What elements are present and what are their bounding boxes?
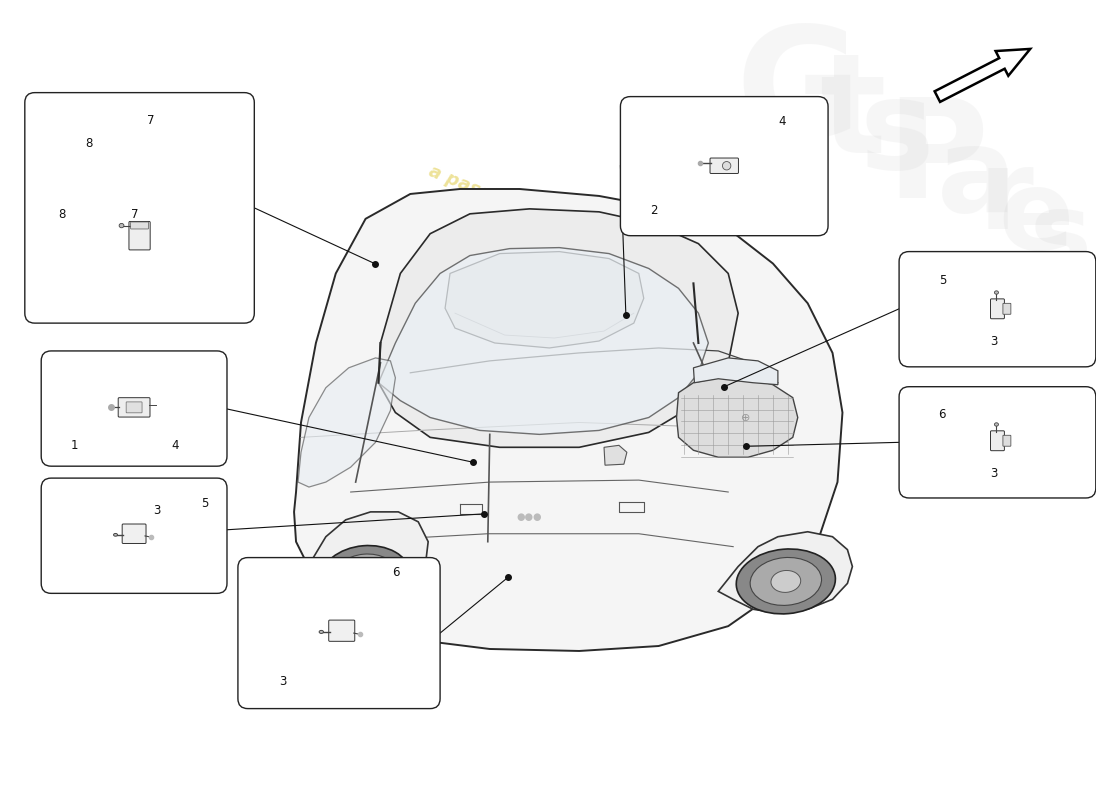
Polygon shape — [298, 358, 395, 487]
Polygon shape — [718, 532, 852, 614]
Ellipse shape — [750, 558, 822, 606]
FancyBboxPatch shape — [41, 478, 227, 594]
FancyBboxPatch shape — [238, 558, 440, 709]
Text: 4: 4 — [779, 115, 786, 128]
Text: 8: 8 — [58, 208, 65, 222]
Text: t: t — [820, 47, 886, 182]
Ellipse shape — [723, 162, 730, 170]
Ellipse shape — [333, 554, 398, 599]
Polygon shape — [676, 378, 798, 458]
Ellipse shape — [119, 223, 124, 228]
FancyBboxPatch shape — [990, 299, 1004, 318]
Polygon shape — [604, 446, 627, 465]
Ellipse shape — [352, 566, 379, 586]
Text: ⊕: ⊕ — [741, 414, 751, 423]
Text: a passion for parts since 1985: a passion for parts since 1985 — [426, 162, 716, 294]
Ellipse shape — [321, 546, 410, 607]
Text: s: s — [1030, 188, 1092, 289]
FancyBboxPatch shape — [122, 524, 146, 543]
Ellipse shape — [736, 549, 835, 614]
FancyBboxPatch shape — [899, 251, 1096, 367]
FancyBboxPatch shape — [1003, 435, 1011, 446]
Text: 5: 5 — [201, 497, 208, 510]
Polygon shape — [693, 358, 778, 385]
FancyBboxPatch shape — [899, 386, 1096, 498]
Text: 6: 6 — [392, 566, 399, 579]
Polygon shape — [301, 512, 428, 608]
Ellipse shape — [994, 422, 999, 426]
Text: 7: 7 — [131, 208, 139, 222]
FancyBboxPatch shape — [329, 620, 355, 642]
Text: e: e — [999, 166, 1074, 272]
FancyBboxPatch shape — [126, 402, 142, 413]
Text: ●●●: ●●● — [517, 512, 542, 522]
Text: 7: 7 — [147, 114, 155, 126]
Text: 1: 1 — [70, 439, 78, 452]
Text: 3: 3 — [278, 675, 286, 688]
Text: 3: 3 — [153, 504, 161, 517]
Polygon shape — [378, 209, 738, 447]
Ellipse shape — [113, 534, 118, 536]
Text: 5: 5 — [938, 274, 946, 287]
FancyBboxPatch shape — [131, 222, 149, 229]
FancyBboxPatch shape — [710, 158, 738, 174]
FancyBboxPatch shape — [620, 97, 828, 236]
FancyBboxPatch shape — [41, 351, 227, 466]
Polygon shape — [378, 248, 708, 434]
Text: 6: 6 — [938, 408, 946, 421]
Text: 2: 2 — [650, 204, 658, 217]
FancyBboxPatch shape — [118, 398, 150, 417]
Text: r: r — [979, 146, 1034, 253]
Text: s: s — [860, 74, 934, 195]
Text: a: a — [937, 122, 1016, 237]
Text: 3: 3 — [990, 467, 998, 480]
Text: 8: 8 — [86, 137, 92, 150]
Text: P: P — [886, 92, 988, 226]
Text: G: G — [735, 20, 860, 169]
FancyBboxPatch shape — [1003, 303, 1011, 314]
FancyBboxPatch shape — [25, 93, 254, 323]
Ellipse shape — [994, 291, 999, 294]
Text: 4: 4 — [172, 439, 178, 452]
Ellipse shape — [771, 570, 801, 592]
Polygon shape — [446, 251, 644, 348]
FancyArrow shape — [935, 49, 1031, 102]
FancyBboxPatch shape — [990, 431, 1004, 450]
FancyBboxPatch shape — [129, 222, 151, 250]
Text: 3: 3 — [990, 335, 998, 348]
Ellipse shape — [319, 630, 323, 634]
Polygon shape — [294, 189, 843, 651]
